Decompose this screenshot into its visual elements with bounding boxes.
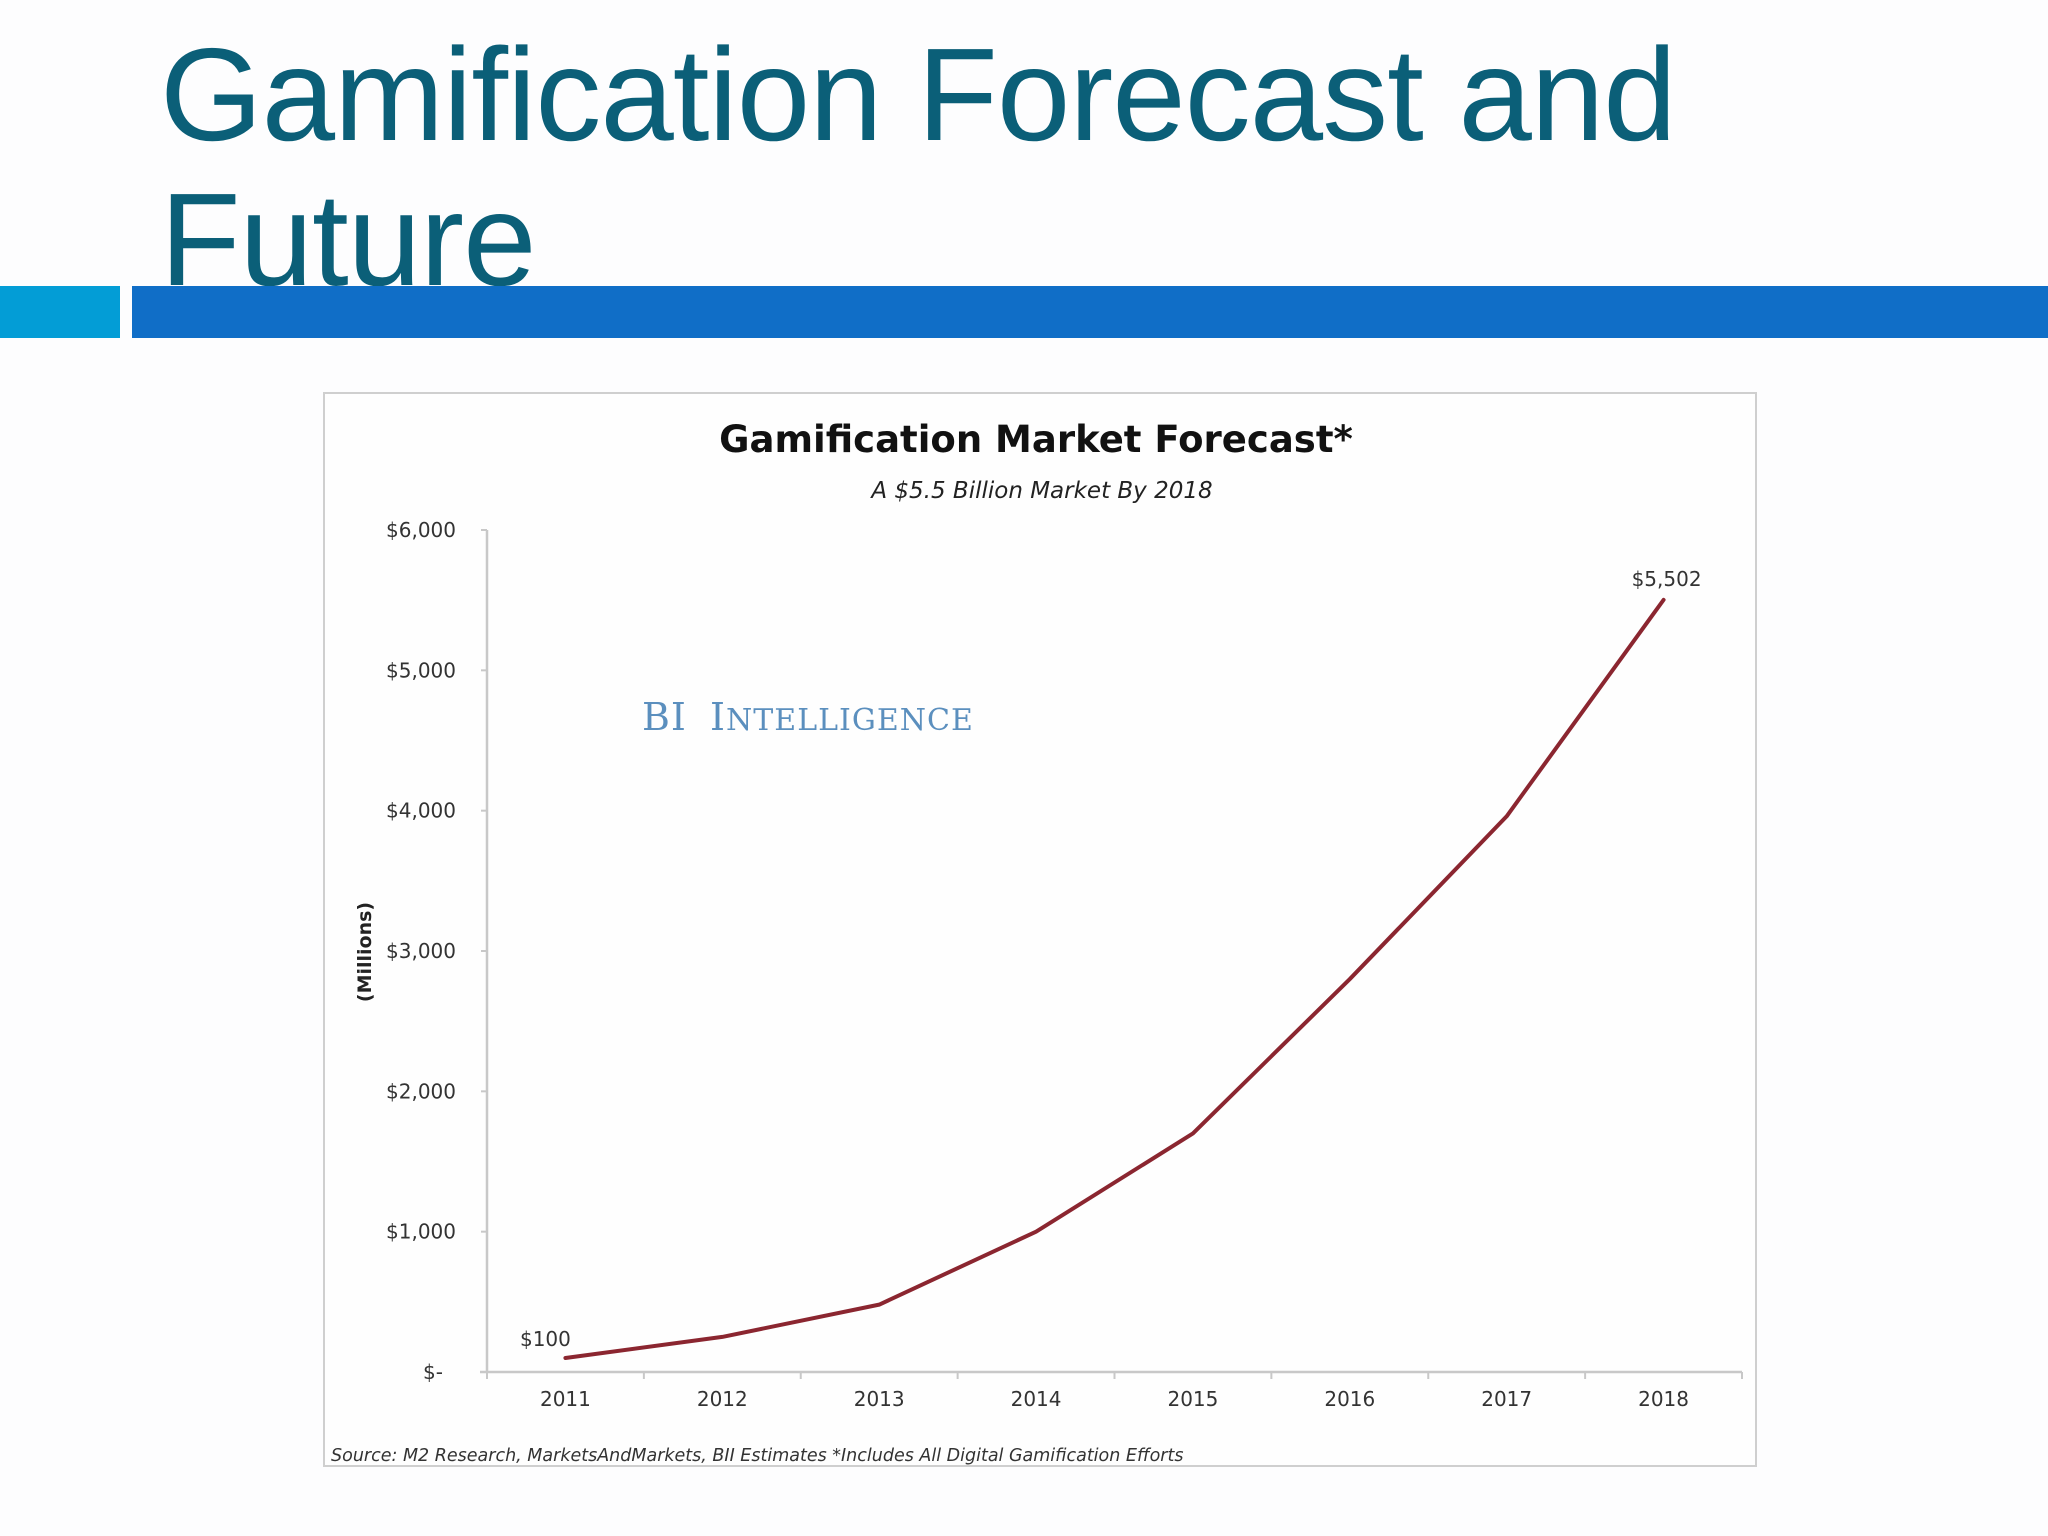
x-axis-ticks: 2011 2012 2013 2014 2015 2016 2017 2018 <box>486 1372 1743 1411</box>
x-tick-label: 2015 <box>1167 1387 1218 1411</box>
slide-title: Gamification Forecast and Future <box>160 21 1677 312</box>
x-tick-label: 2014 <box>1011 1387 1062 1411</box>
data-label: $5,502 <box>1632 567 1702 591</box>
accent-block <box>0 286 120 338</box>
chart-image: Gamification Market Forecast* A $5.5 Bil… <box>323 392 1757 1467</box>
x-tick-label: 2016 <box>1324 1387 1375 1411</box>
x-tick-label: 2011 <box>540 1387 591 1411</box>
y-tick-label: $6,000 <box>386 518 456 542</box>
x-tick-label: 2012 <box>697 1387 748 1411</box>
y-axis-label: (Millions) <box>354 902 376 1002</box>
y-axis-ticks: $- $1,000 $2,000 $3,000 $4,000 $5,000 $6,000 <box>386 518 487 1384</box>
chart-subtitle: A $5.5 Billion Market By 2018 <box>869 478 1212 504</box>
x-tick-label: 2017 <box>1481 1387 1532 1411</box>
y-tick-label: $1,000 <box>386 1220 456 1244</box>
y-tick-label: $3,000 <box>386 939 456 963</box>
slide-title-line-1: Gamification Forecast and <box>160 21 1677 168</box>
series-line <box>563 597 1666 1360</box>
y-tick-label: $5,000 <box>386 658 456 682</box>
data-labels: $100 $5,502 <box>520 567 1702 1351</box>
data-label: $100 <box>520 1327 571 1351</box>
line-chart: Gamification Market Forecast* A $5.5 Bil… <box>331 418 1743 1466</box>
y-tick-label: $2,000 <box>386 1079 456 1103</box>
y-tick-label: $4,000 <box>386 799 456 823</box>
chart-source-note: Source: M2 Research, MarketsAndMarkets, … <box>331 1446 1183 1466</box>
bi-intelligence-watermark: BI INTELLIGENCE <box>642 695 974 739</box>
x-tick-label: 2018 <box>1638 1387 1689 1411</box>
chart-title: Gamification Market Forecast* <box>719 418 1353 461</box>
y-tick-label: $- <box>423 1360 443 1384</box>
x-tick-label: 2013 <box>854 1387 905 1411</box>
title-underline-bar <box>132 286 2048 338</box>
